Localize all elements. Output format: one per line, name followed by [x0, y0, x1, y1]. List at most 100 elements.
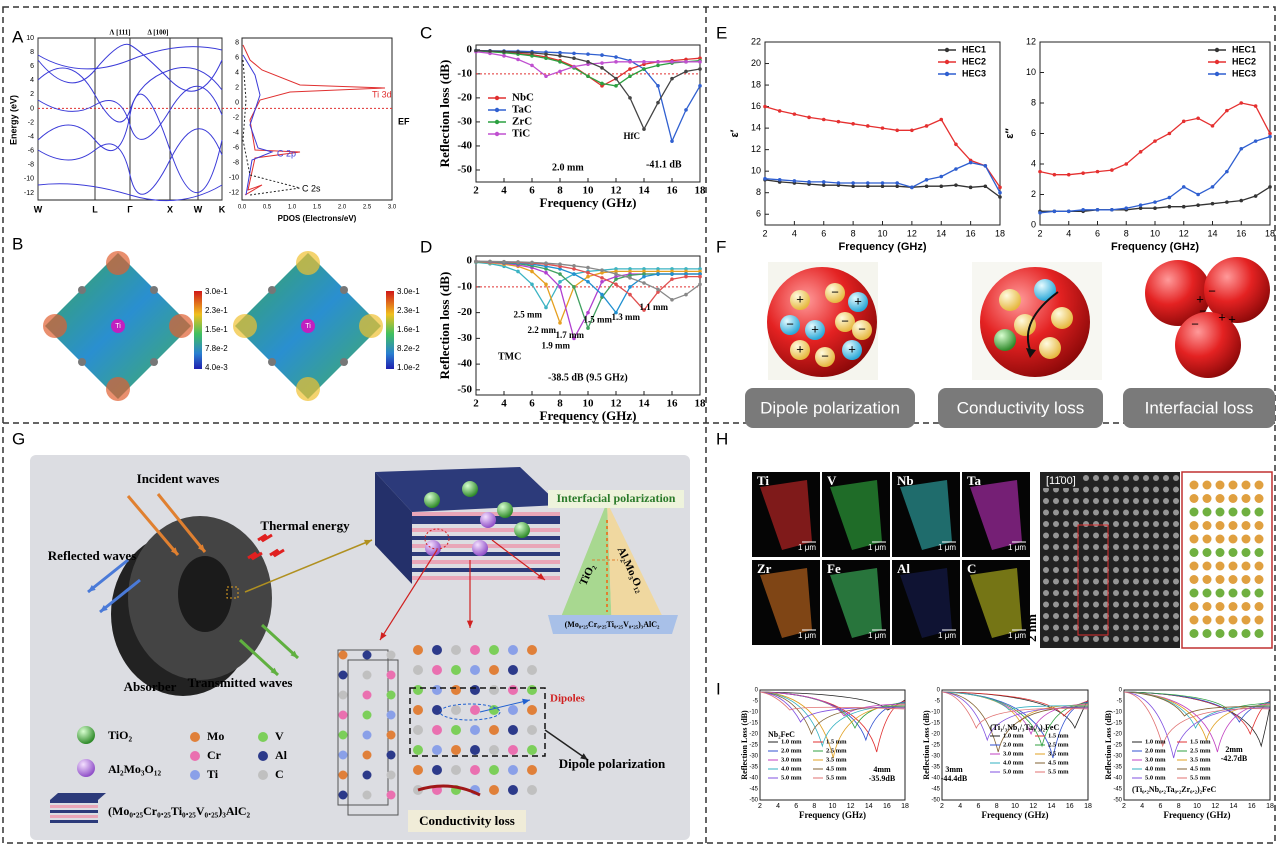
decoration	[1063, 636, 1069, 642]
decoration	[1103, 636, 1109, 642]
decoration	[1093, 624, 1099, 631]
y-tick-label: 0	[937, 688, 941, 694]
decoration	[607, 502, 670, 632]
decoration	[242, 59, 301, 196]
decoration	[1143, 521, 1149, 527]
y-tick-label: -10	[457, 67, 472, 79]
data-point	[628, 74, 632, 79]
y-tick-label: 4	[30, 77, 34, 84]
data-point	[628, 60, 632, 64]
decoration	[1202, 480, 1212, 490]
data-point	[1066, 209, 1071, 214]
decoration	[1163, 498, 1169, 504]
x-tick-label: 8	[1124, 228, 1129, 238]
decoration	[432, 685, 442, 695]
data-point	[544, 282, 548, 287]
data-point	[1110, 168, 1114, 172]
legend-marker	[1214, 71, 1220, 77]
decoration	[1189, 561, 1199, 571]
decoration	[1153, 636, 1159, 642]
data-point	[866, 181, 870, 185]
y-tick-label: -35	[931, 765, 940, 771]
y-tick-label: -25	[749, 743, 758, 749]
decoration	[241, 37, 393, 201]
data-point	[1167, 195, 1172, 200]
y-axis-label: Reflection Loss (dB)	[740, 710, 749, 780]
colorbar-label: 7.8e-2	[205, 344, 228, 353]
decoration	[1254, 494, 1264, 503]
data-point	[954, 167, 958, 171]
decoration	[1123, 388, 1275, 428]
data-point	[1196, 192, 1200, 197]
decoration	[842, 340, 862, 360]
decoration	[386, 710, 396, 720]
decoration	[1143, 590, 1149, 596]
data-point	[684, 269, 688, 274]
y-tick-label: -40	[457, 139, 472, 151]
data-point	[586, 74, 590, 79]
decoration	[1133, 509, 1139, 516]
x-tick-label: 8	[557, 398, 563, 410]
decoration	[242, 44, 386, 196]
decoration	[190, 770, 200, 780]
decoration	[508, 765, 518, 775]
legend-label: 2.5 mm	[826, 747, 847, 754]
x-tick-label: 14	[639, 185, 651, 197]
decoration	[412, 576, 560, 580]
data-point	[939, 174, 944, 179]
decoration	[1083, 590, 1089, 596]
decoration	[50, 810, 98, 813]
data-point	[880, 184, 885, 189]
scale-label: 1 μm	[938, 631, 956, 640]
data-point	[1210, 201, 1215, 206]
decoration	[258, 751, 268, 761]
decoration	[338, 650, 348, 660]
decoration	[413, 765, 423, 775]
decoration	[1043, 567, 1049, 573]
data-point	[698, 282, 702, 287]
data-point	[614, 76, 618, 81]
decoration	[1153, 590, 1159, 596]
charge-sign: −	[821, 348, 829, 363]
y-tick-label: -8	[28, 162, 34, 169]
data-point	[821, 183, 826, 187]
series-line	[475, 50, 701, 87]
data-point	[866, 184, 870, 189]
legend-label: 5.0 mm	[781, 774, 802, 781]
decoration	[386, 730, 396, 740]
decoration	[489, 745, 499, 755]
decoration	[835, 312, 855, 332]
legend-label: 4.0 mm	[1003, 759, 1024, 766]
y-tick-label: 8	[235, 39, 239, 46]
data-point	[628, 269, 632, 274]
scale-label: 1 μm	[798, 543, 816, 552]
annotation: -41.1 dB	[646, 159, 682, 170]
legend-label: 2.0 mm	[1003, 741, 1024, 748]
decoration	[1215, 615, 1225, 625]
decoration	[194, 291, 202, 369]
decoration	[413, 665, 423, 675]
decoration	[1173, 601, 1179, 608]
charge-sign: +	[796, 341, 804, 356]
decoration	[1153, 567, 1159, 573]
data-point	[558, 285, 562, 289]
data-point	[474, 259, 478, 264]
decoration	[1034, 279, 1056, 301]
decoration	[527, 665, 537, 675]
label: Absorber	[124, 679, 177, 694]
charge-sign: −	[1199, 303, 1207, 318]
decoration	[340, 358, 348, 366]
decoration	[1133, 567, 1139, 573]
decoration	[1026, 348, 1036, 358]
decoration	[1083, 486, 1089, 493]
decoration	[1143, 475, 1149, 481]
x-tick-label: 4	[1066, 228, 1071, 238]
charge-sign: −	[1191, 316, 1199, 331]
data-point	[544, 270, 548, 275]
decoration	[1083, 521, 1089, 527]
decoration	[1173, 509, 1179, 516]
decoration	[1053, 532, 1059, 539]
element-label: Nb	[897, 473, 914, 488]
decoration	[258, 732, 268, 742]
decoration	[451, 645, 461, 655]
